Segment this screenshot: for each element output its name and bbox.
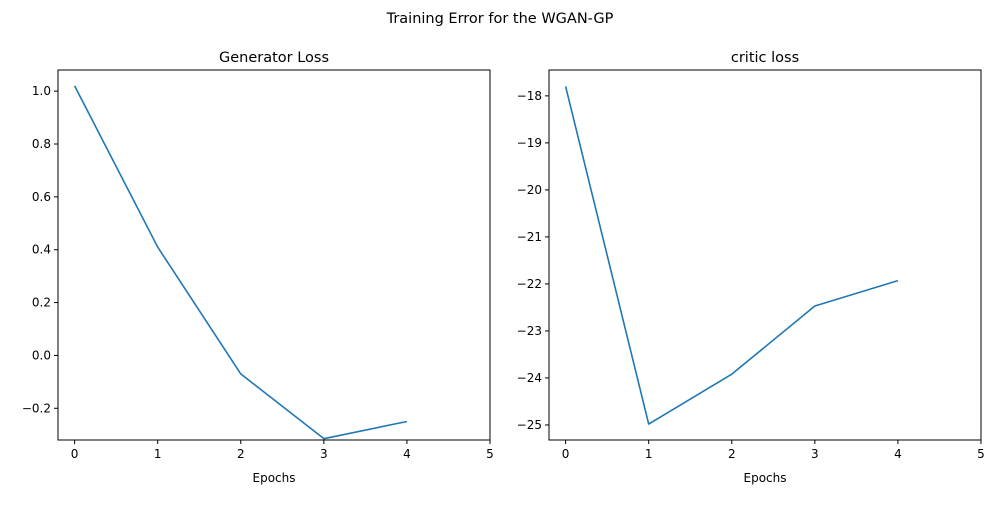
y-tick-label: −21 xyxy=(517,230,542,244)
x-axis-label: Epochs xyxy=(744,471,787,485)
y-tick-label: −24 xyxy=(517,371,542,385)
y-tick-label: −25 xyxy=(517,418,542,432)
y-tick-label: 0.2 xyxy=(32,296,51,310)
y-tick-label: −0.2 xyxy=(22,401,51,415)
x-tick-label: 0 xyxy=(71,447,79,461)
x-tick-label: 1 xyxy=(645,447,653,461)
x-tick-label: 5 xyxy=(977,447,985,461)
x-tick-label: 2 xyxy=(728,447,736,461)
x-tick-label: 1 xyxy=(154,447,162,461)
x-tick-label: 5 xyxy=(486,447,494,461)
figure-suptitle: Training Error for the WGAN-GP xyxy=(386,11,614,27)
x-tick-label: 4 xyxy=(894,447,902,461)
x-tick-label: 4 xyxy=(403,447,411,461)
y-tick-label: 1.0 xyxy=(32,84,51,98)
y-tick-label: −22 xyxy=(517,277,542,291)
plot-title: Generator Loss xyxy=(219,50,329,66)
y-tick-label: 0.8 xyxy=(32,137,51,151)
y-tick-label: −23 xyxy=(517,324,542,338)
y-tick-label: −18 xyxy=(517,89,542,103)
x-tick-label: 2 xyxy=(237,447,245,461)
x-tick-label: 0 xyxy=(562,447,570,461)
y-tick-label: 0.0 xyxy=(32,348,51,362)
x-tick-label: 3 xyxy=(811,447,819,461)
x-axis-label: Epochs xyxy=(253,471,296,485)
x-tick-label: 3 xyxy=(320,447,328,461)
plot-title: critic loss xyxy=(731,50,799,66)
y-tick-label: 0.4 xyxy=(32,243,51,257)
y-tick-label: −19 xyxy=(517,136,542,150)
y-tick-label: 0.6 xyxy=(32,190,51,204)
y-tick-label: −20 xyxy=(517,183,542,197)
